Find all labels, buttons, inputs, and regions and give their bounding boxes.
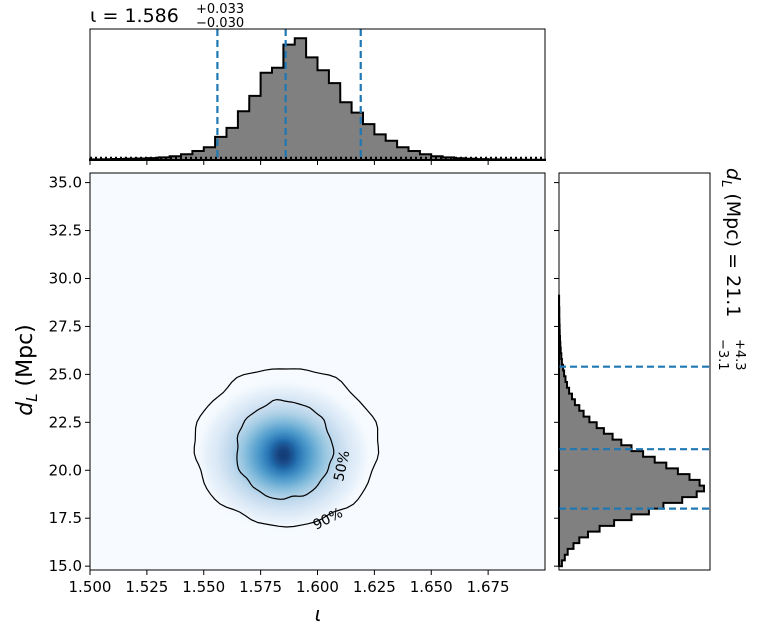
right-title-sub: L bbox=[718, 180, 733, 187]
top-histogram-title: ι = 1.586 bbox=[90, 5, 179, 27]
x-tick-label: 1.550 bbox=[182, 578, 225, 596]
top-title-param: ι bbox=[90, 5, 96, 27]
x-tick-label: 1.575 bbox=[239, 578, 282, 596]
x-axis-label: ι bbox=[315, 602, 322, 626]
svg-text:dL (Mpc) = 21.1: dL (Mpc) = 21.1 bbox=[718, 168, 744, 317]
y-tick-label: 35.0 bbox=[49, 174, 82, 192]
top-title-median: 1.586 bbox=[124, 5, 178, 27]
x-tick-label: 1.625 bbox=[353, 578, 396, 596]
y-tick-label: 15.0 bbox=[49, 557, 82, 575]
x-tick-label: 1.600 bbox=[296, 578, 339, 596]
y-tick-label: 20.0 bbox=[49, 461, 82, 479]
top-histogram-panel bbox=[89, 28, 546, 165]
right-frame bbox=[558, 172, 711, 571]
right-histogram-panel bbox=[554, 172, 711, 571]
x-tick-label: 1.650 bbox=[410, 578, 453, 596]
y-tick-label: 25.0 bbox=[49, 365, 82, 383]
right-title-unit: (Mpc) = 21.1 bbox=[722, 187, 744, 317]
density-layers bbox=[188, 374, 379, 535]
y-tick-label: 22.5 bbox=[49, 413, 82, 431]
top-title-plus: +0.033 bbox=[196, 2, 244, 17]
y-tick-label: 30.0 bbox=[49, 269, 82, 287]
joint-density-panel: 50%90%1.500 1.525 1.550 1.575 1.600 1.625 1.65… bbox=[49, 172, 546, 596]
y-tick-label: 32.5 bbox=[49, 222, 82, 240]
contour-label-50: 50% bbox=[331, 449, 353, 483]
y-axis-label: dL (Mpc) bbox=[13, 324, 41, 416]
right-histogram-title: dL (Mpc) = 21.1 +4.3 −3.1 bbox=[715, 168, 747, 371]
x-tick-label: 1.675 bbox=[467, 578, 510, 596]
right-title-minus: −3.1 bbox=[715, 339, 730, 371]
contour-90 bbox=[193, 368, 380, 528]
top-title-minus: −0.030 bbox=[196, 16, 244, 31]
right-histogram-bars bbox=[558, 294, 705, 568]
contour-50 bbox=[236, 398, 335, 500]
x-tick-label: 1.525 bbox=[125, 578, 168, 596]
right-title-plus: +4.3 bbox=[732, 339, 747, 371]
y-tick-label: 17.5 bbox=[49, 509, 82, 527]
y-tick-label: 27.5 bbox=[49, 317, 82, 335]
x-tick-label: 1.500 bbox=[69, 578, 112, 596]
density-layer bbox=[273, 442, 294, 467]
right-title-param: d bbox=[722, 168, 744, 181]
